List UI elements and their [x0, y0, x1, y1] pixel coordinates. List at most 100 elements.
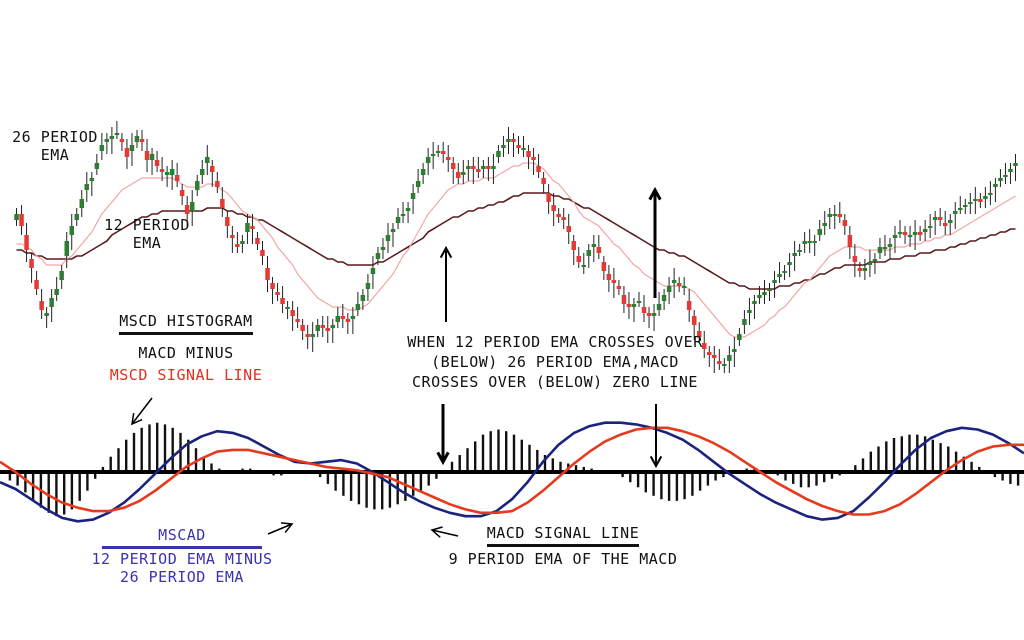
candle-body	[546, 193, 551, 202]
histogram-annotation: MSCD HISTOGRAM MACD MINUS MSCD SIGNAL LI…	[92, 312, 280, 384]
candle-body	[872, 259, 878, 261]
candle-body	[697, 331, 702, 337]
candle-body	[656, 304, 662, 310]
candle-body	[501, 145, 506, 148]
candle-body	[953, 211, 958, 214]
signal-pointer-arrow-head	[430, 526, 443, 538]
candle-body	[385, 235, 391, 241]
candle-body	[461, 172, 466, 175]
candle-body	[315, 325, 320, 331]
histogram-pointer-arrow-head	[131, 413, 143, 426]
candle-body	[541, 178, 546, 184]
candle-body	[220, 199, 225, 208]
ema12-label-line1: 12 PERIOD	[104, 216, 190, 234]
candle-body	[24, 235, 29, 250]
candle-body	[631, 304, 637, 307]
candle-body	[350, 316, 356, 319]
candle-body	[978, 199, 983, 202]
candle-body	[802, 241, 807, 244]
candle-body	[94, 163, 100, 169]
candle-body	[877, 247, 883, 253]
candle-body	[917, 232, 923, 235]
candle-body	[686, 301, 692, 310]
zero-cross-up-arrow-head	[436, 451, 450, 466]
crossover-down-arrow-head	[648, 186, 662, 201]
candle-body	[446, 157, 451, 160]
candle-body	[722, 364, 727, 366]
signal-line	[0, 426, 1024, 516]
candle-body	[295, 319, 300, 322]
candle-body	[305, 334, 310, 337]
candle-body	[420, 169, 426, 175]
candle-body	[606, 274, 612, 280]
ema26-annotation: 26 PERIOD EMA	[2, 128, 108, 164]
zero-cross-down-arrow-head	[649, 455, 663, 469]
candle-body	[405, 208, 411, 211]
candle-body	[370, 268, 376, 274]
candle-body	[692, 316, 697, 325]
macd-annotation: MSCAD 12 PERIOD EMA MINUS 26 PERIOD EMA	[62, 526, 302, 586]
candle-body	[89, 178, 95, 181]
candle-body	[64, 241, 69, 256]
candle-body	[927, 226, 933, 228]
candle-body	[410, 193, 416, 199]
candle-body	[626, 304, 632, 307]
candle-body	[767, 289, 772, 291]
candle-body	[390, 229, 396, 232]
candle-body	[787, 262, 792, 265]
crossover-line2: (BELOW) 26 PERIOD EMA,MACD	[431, 353, 679, 371]
candle-body	[340, 316, 346, 319]
candle-body	[210, 166, 215, 172]
candle-body	[636, 301, 642, 303]
candle-body	[561, 217, 566, 220]
candle-body	[571, 241, 576, 250]
candle-body	[963, 205, 968, 207]
candle-body	[842, 220, 848, 226]
candle-body	[852, 256, 858, 262]
candle-body	[144, 151, 150, 160]
candle-body	[511, 139, 516, 142]
candle-body	[491, 166, 496, 169]
candle-body	[777, 274, 782, 277]
candle-body	[531, 157, 536, 160]
candle-body	[109, 136, 115, 139]
candle-body	[591, 244, 597, 247]
candle-body	[1008, 169, 1013, 172]
candle-body	[847, 235, 853, 247]
candle-body	[902, 232, 908, 235]
candle-body	[576, 256, 581, 262]
crossover-up-arrow-head	[439, 245, 453, 259]
candle-body	[762, 292, 767, 295]
candle-body	[154, 160, 160, 166]
candle-body	[345, 319, 351, 322]
candle-body	[932, 217, 938, 220]
candle-body	[280, 298, 285, 304]
candle-body	[476, 169, 481, 172]
macd-pointer-arrow-head	[280, 522, 294, 534]
candle-body	[240, 241, 245, 244]
candle-body	[867, 262, 873, 265]
candle-body	[817, 229, 822, 235]
candle-body	[752, 301, 757, 304]
candle-body	[556, 214, 561, 217]
candle-body	[948, 220, 953, 223]
candle-body	[184, 205, 190, 214]
crossover-line3: CROSSES OVER (BELOW) ZERO LINE	[412, 373, 698, 391]
crossover-annotation: WHEN 12 PERIOD EMA CROSSES OVER (BELOW) …	[370, 332, 740, 392]
candle-body	[451, 163, 456, 169]
candle-body	[84, 184, 89, 190]
candle-body	[129, 145, 135, 151]
candle-body	[641, 307, 647, 313]
candle-body	[1003, 175, 1008, 177]
candle-body	[49, 298, 54, 307]
candle-body	[988, 193, 993, 195]
candle-body	[441, 151, 446, 154]
candle-body	[717, 361, 722, 364]
candle-body	[586, 250, 591, 256]
candle-body	[435, 151, 441, 153]
candle-body	[139, 139, 145, 142]
candle-body	[149, 154, 155, 160]
candle-body	[516, 145, 521, 148]
candle-body	[59, 271, 64, 280]
candle-body	[486, 166, 491, 169]
